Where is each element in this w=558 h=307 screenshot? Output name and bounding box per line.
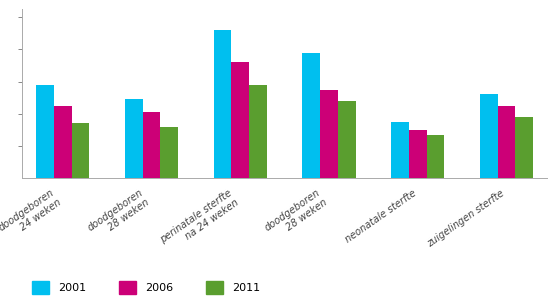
Bar: [302, 52, 320, 178]
Legend: 2001, 2006, 2011: 2001, 2006, 2011: [28, 277, 264, 299]
Bar: [36, 85, 54, 178]
Bar: [427, 135, 444, 178]
Bar: [409, 130, 427, 178]
Bar: [516, 117, 533, 178]
Bar: [232, 62, 249, 178]
Bar: [249, 85, 267, 178]
Bar: [338, 101, 355, 178]
Bar: [54, 106, 71, 178]
Bar: [498, 106, 516, 178]
Bar: [125, 99, 142, 178]
Bar: [391, 122, 409, 178]
Bar: [142, 112, 160, 178]
Bar: [214, 30, 232, 178]
Bar: [320, 90, 338, 178]
Bar: [160, 126, 178, 178]
Bar: [71, 123, 89, 178]
Bar: [480, 95, 498, 178]
